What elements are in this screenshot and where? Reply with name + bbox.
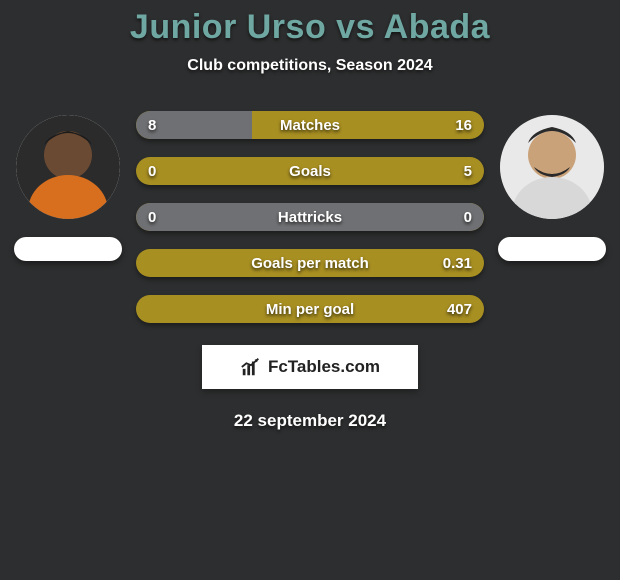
stat-row: 8Matches16 <box>136 111 484 139</box>
stat-value-right: 407 <box>447 295 472 323</box>
stat-label: Hattricks <box>136 203 484 231</box>
stat-row: 0Goals5 <box>136 157 484 185</box>
chart-icon <box>240 356 262 378</box>
team-flag <box>498 237 606 261</box>
comparison-card: Junior Urso vs Abada Club competitions, … <box>0 0 620 431</box>
stat-label: Matches <box>136 111 484 139</box>
comparison-row: 8Matches160Goals50Hattricks0Goals per ma… <box>0 111 620 323</box>
player-photo-placeholder <box>16 115 120 219</box>
stat-label: Goals per match <box>136 249 484 277</box>
player-right <box>496 111 608 261</box>
stat-value-right: 16 <box>455 111 472 139</box>
subtitle: Club competitions, Season 2024 <box>0 57 620 75</box>
stat-bars: 8Matches160Goals50Hattricks0Goals per ma… <box>136 111 484 323</box>
stat-row: Goals per match0.31 <box>136 249 484 277</box>
stat-label: Min per goal <box>136 295 484 323</box>
stat-row: 0Hattricks0 <box>136 203 484 231</box>
avatar <box>500 115 604 219</box>
stat-row: Min per goal407 <box>136 295 484 323</box>
page-title: Junior Urso vs Abada <box>0 8 620 47</box>
stat-value-right: 0.31 <box>443 249 472 277</box>
stat-value-right: 0 <box>464 203 472 231</box>
team-flag <box>14 237 122 261</box>
player-left <box>12 111 124 261</box>
watermark-text: FcTables.com <box>268 357 380 377</box>
stat-value-right: 5 <box>464 157 472 185</box>
stat-label: Goals <box>136 157 484 185</box>
date-label: 22 september 2024 <box>0 411 620 431</box>
player-photo-placeholder <box>500 115 604 219</box>
avatar <box>16 115 120 219</box>
watermark: FcTables.com <box>202 345 418 389</box>
